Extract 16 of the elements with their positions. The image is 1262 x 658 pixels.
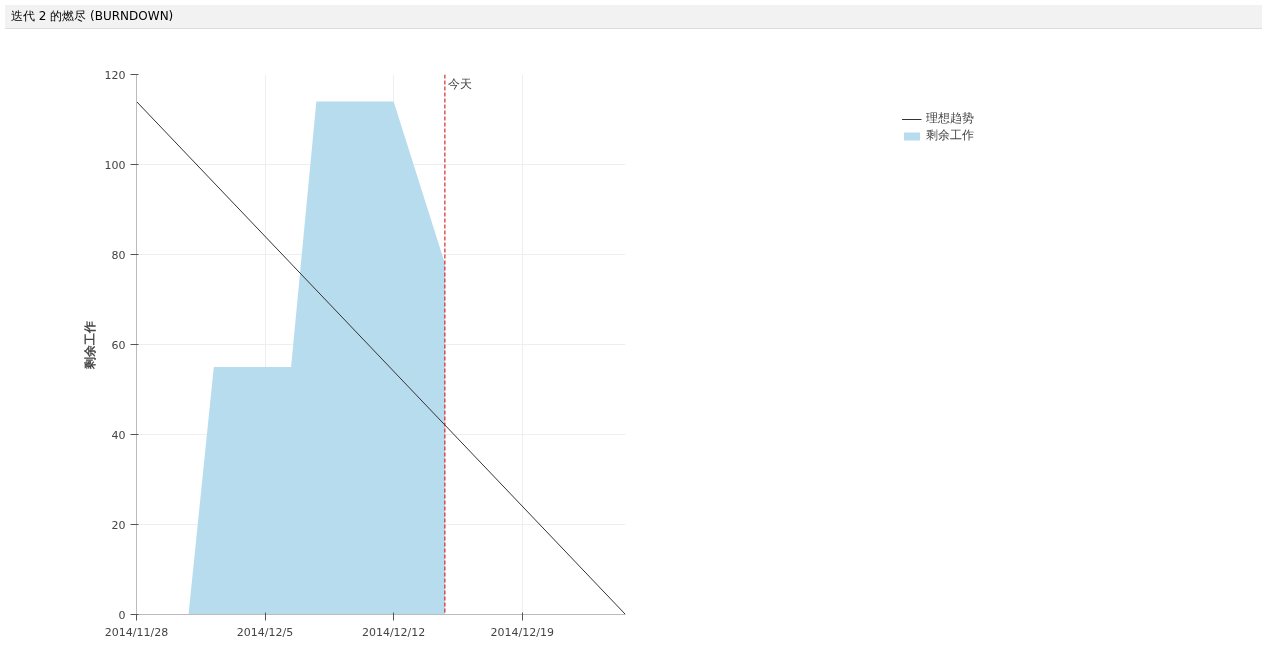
ref-line-label: 今天 xyxy=(447,76,472,91)
y-tick-label: 80 xyxy=(111,248,126,262)
y-tick-label: 120 xyxy=(104,68,126,82)
y-tick-label: 40 xyxy=(111,428,126,442)
legend-label: 理想趋势 xyxy=(926,110,974,127)
chart-title: 迭代 2 的燃尽 (BURNDOWN) xyxy=(11,8,174,25)
y-tick-label: 60 xyxy=(111,338,126,352)
y-tick-label: 0 xyxy=(118,608,126,622)
y-tick-label: 20 xyxy=(111,518,126,532)
x-tick-label: 2014/12/5 xyxy=(236,625,294,639)
x-tick-label: 2014/12/19 xyxy=(490,625,554,639)
y-axis-title: 剩余工作 xyxy=(82,320,97,370)
legend-label: 剩余工作 xyxy=(926,127,974,144)
y-tick-label: 100 xyxy=(104,158,126,172)
x-tick-label: 2014/11/28 xyxy=(104,625,169,639)
x-tick-label: 2014/12/12 xyxy=(361,625,426,639)
